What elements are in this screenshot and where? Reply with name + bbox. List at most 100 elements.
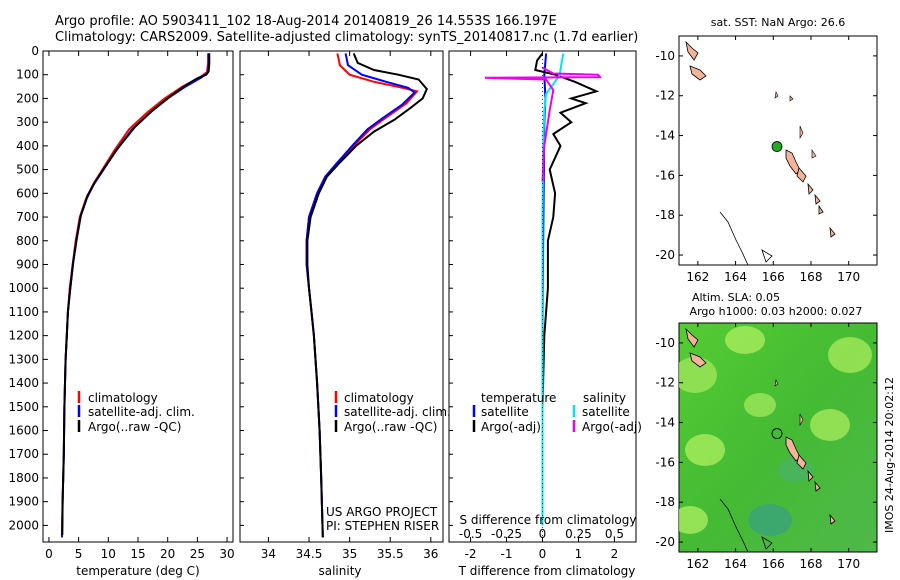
x-tick-label: -1 [501, 547, 513, 561]
legend-salinity-head: salinity [583, 391, 626, 405]
salinity-panel: 34 34.5 35 35.5 36 salinity climatology sate… [239, 50, 451, 578]
sla-map: Altim. SLA: 0.05 Argo h1000: 0.03 h2000:… [655, 291, 878, 571]
climatology-line [305, 53, 419, 538]
difference-panel: -2 -1 0 1 2 T difference from climatology S … [448, 50, 642, 578]
legend-s-satellite: satellite [582, 405, 630, 419]
x-tick-label: 162 [686, 557, 709, 571]
island [789, 95, 794, 102]
imos-timestamp: IMOS 24-Aug-2014 20:02:12 [883, 377, 896, 533]
x-tick-label: 34.5 [296, 547, 323, 561]
legend-temperature-head: temperature [481, 391, 556, 405]
x-tick-label: 10 [101, 547, 116, 561]
new-caledonia-coast [719, 211, 749, 265]
temperature-legend: climatology satellite-adj. clim. Argo(..… [77, 391, 195, 434]
t-difference-x-axis: -2 -1 0 1 2 [449, 50, 618, 561]
y-tick-label: 1600 [8, 424, 39, 438]
y-tick-label: -18 [655, 208, 675, 222]
y-tick-label: 1300 [8, 352, 39, 366]
s-tick-label: 0.5 [605, 527, 624, 541]
x-tick-label: 0 [45, 547, 53, 561]
y-tick-label: -12 [655, 89, 675, 103]
y-tick-label: -20 [655, 535, 675, 549]
y-tick-label: -20 [655, 248, 675, 262]
y-tick-label: -10 [655, 49, 675, 63]
island [685, 40, 699, 61]
x-tick-label: 168 [800, 557, 823, 571]
y-tick-label: 1400 [8, 376, 39, 390]
x-tick-label: 164 [724, 557, 747, 571]
y-tick-label: 0 [31, 44, 39, 58]
island [829, 226, 836, 238]
island-outline [761, 536, 773, 550]
x-tick-label: 5 [75, 547, 83, 561]
salinity-xlabel: salinity [318, 564, 361, 578]
y-tick-label: 1100 [8, 305, 39, 319]
island [811, 149, 817, 159]
argo-line [306, 53, 428, 538]
island-outline [761, 249, 773, 263]
x-tick-label: 166 [762, 557, 785, 571]
pi-credit: PI: STEPHEN RISER [326, 519, 439, 533]
y-tick-label: 900 [16, 257, 39, 271]
y-tick-label: 800 [16, 234, 39, 248]
y-tick-label: -14 [655, 129, 675, 143]
x-tick-label: 36 [423, 547, 438, 561]
temperature-panel: 0100200300400500600700800900100011001200… [8, 44, 234, 578]
legend-climatology: climatology [88, 391, 158, 405]
salinity-argo-line [484, 66, 602, 182]
argo-position-marker [771, 428, 783, 440]
x-tick-label: 35 [342, 547, 357, 561]
x-tick-label: 170 [837, 270, 860, 284]
x-tick-label: 30 [219, 547, 234, 561]
y-tick-label: -16 [655, 455, 675, 469]
island [774, 91, 779, 99]
sst-map-axes: 162 164 166 168 170 -10 -12 -14 -16 -18 -20 [655, 36, 877, 284]
x-tick-label: 1 [575, 547, 583, 561]
island [818, 204, 824, 215]
x-tick-label: 162 [686, 270, 709, 284]
x-tick-label: 170 [837, 557, 860, 571]
s-tick-label: -0.5 [459, 527, 482, 541]
salinity-axes-frame [239, 50, 444, 543]
y-tick-label: 1200 [8, 329, 39, 343]
legend-argo-raw: Argo(..raw -QC) [88, 420, 181, 434]
satellite-line [305, 53, 417, 538]
sla-patch [685, 434, 725, 466]
y-tick-label: 100 [16, 68, 39, 82]
x-tick-label: 35.5 [377, 547, 404, 561]
y-tick-label: 2000 [8, 518, 39, 532]
legend-argo-raw: Argo(..raw -QC) [344, 420, 437, 434]
legend-climatology: climatology [344, 391, 414, 405]
sst-map-title: sat. SST: NaN Argo: 26.6 [711, 16, 845, 29]
x-tick-label: 0 [539, 547, 547, 561]
x-tick-label: 166 [762, 270, 785, 284]
x-tick-label: 34 [261, 547, 276, 561]
legend-t-satellite: satellite [481, 405, 529, 419]
island [799, 125, 804, 140]
x-tick-label: 15 [130, 547, 145, 561]
y-tick-label: 400 [16, 139, 39, 153]
y-tick-label: 700 [16, 210, 39, 224]
island [814, 193, 821, 205]
sla-patch [744, 393, 776, 417]
y-tick-label: -16 [655, 168, 675, 182]
island [814, 480, 821, 492]
s-difference-xlabel: S difference from climatology [460, 513, 637, 527]
legend-satellite-adj: satellite-adj. clim. [344, 405, 451, 419]
island [774, 379, 779, 387]
argo-line [61, 53, 211, 535]
sla-map-axes: 162 164 166 168 170 -10 -12 -14 -16 -18 -20 [655, 323, 877, 571]
salinity-x-axis: 34 34.5 35 35.5 36 [240, 50, 438, 561]
x-tick-label: -2 [465, 547, 477, 561]
s-difference-axis-ticks: -0.5 -0.25 0 0.25 0.5 [459, 527, 624, 541]
y-tick-label: -10 [655, 336, 675, 350]
argo-position-marker [771, 141, 783, 152]
argo-height-title: Argo h1000: 0.03 h2000: 0.027 [690, 305, 863, 318]
sla-patch [810, 409, 850, 441]
x-tick-label: 168 [800, 270, 823, 284]
island [799, 413, 804, 427]
sla-title: Altim. SLA: 0.05 [692, 291, 780, 304]
sla-patch [679, 506, 708, 534]
y-tick-label: 600 [16, 186, 39, 200]
t-difference-xlabel: T difference from climatology [458, 564, 636, 578]
